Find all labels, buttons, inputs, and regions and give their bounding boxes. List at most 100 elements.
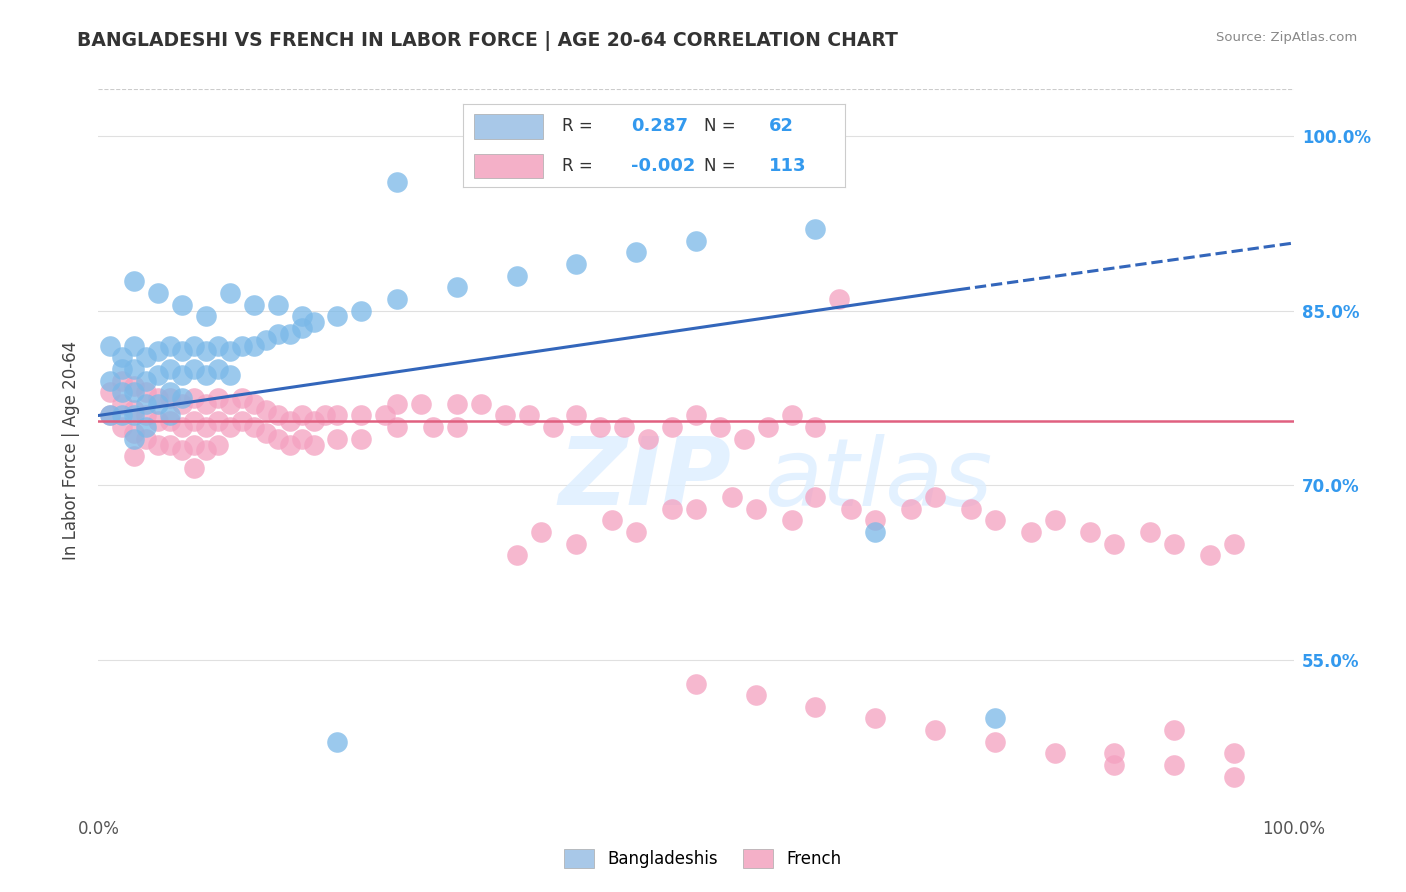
Point: [721, 490, 744, 504]
Point: [385, 397, 409, 411]
Point: [494, 409, 516, 423]
Point: [111, 397, 134, 411]
Point: [984, 735, 1007, 749]
Point: [159, 437, 181, 451]
Point: [780, 513, 803, 527]
Text: Source: ZipAtlas.com: Source: ZipAtlas.com: [1216, 31, 1357, 45]
Point: [385, 420, 409, 434]
Point: [135, 432, 157, 446]
Point: [124, 402, 146, 417]
Point: [315, 409, 337, 423]
Point: [124, 275, 146, 289]
Point: [135, 409, 157, 423]
Point: [326, 409, 349, 423]
Point: [111, 420, 134, 434]
Point: [98, 374, 122, 388]
Point: [804, 490, 827, 504]
Point: [172, 397, 194, 411]
Point: [733, 432, 755, 446]
Point: [350, 409, 373, 423]
Point: [219, 397, 242, 411]
Text: atlas: atlas: [763, 434, 993, 524]
Point: [159, 391, 181, 405]
Point: [135, 374, 157, 388]
Point: [446, 280, 468, 294]
Point: [685, 409, 707, 423]
Point: [183, 338, 205, 352]
Point: [637, 432, 659, 446]
Point: [565, 537, 588, 551]
Point: [124, 409, 146, 423]
Point: [148, 414, 170, 428]
Point: [172, 344, 194, 359]
Point: [267, 326, 290, 341]
Point: [685, 501, 707, 516]
Point: [111, 385, 134, 400]
Point: [506, 549, 529, 563]
Point: [530, 524, 553, 539]
Point: [135, 385, 157, 400]
Point: [326, 432, 349, 446]
Point: [231, 391, 253, 405]
Point: [661, 501, 683, 516]
Text: BANGLADESHI VS FRENCH IN LABOR FORCE | AGE 20-64 CORRELATION CHART: BANGLADESHI VS FRENCH IN LABOR FORCE | A…: [77, 31, 898, 51]
Point: [1043, 513, 1066, 527]
Point: [709, 420, 731, 434]
Point: [219, 286, 242, 301]
Point: [219, 344, 242, 359]
Point: [148, 286, 170, 301]
Point: [565, 257, 588, 271]
Point: [1104, 537, 1126, 551]
Point: [626, 524, 648, 539]
Point: [183, 461, 205, 475]
Point: [900, 501, 922, 516]
Point: [172, 298, 194, 312]
Point: [278, 437, 301, 451]
Point: [1163, 537, 1185, 551]
Point: [207, 414, 229, 428]
Point: [865, 513, 887, 527]
Point: [589, 420, 612, 434]
Point: [804, 699, 827, 714]
Point: [1223, 770, 1246, 784]
Point: [1163, 723, 1185, 738]
Point: [745, 688, 768, 702]
Point: [254, 425, 277, 440]
Point: [302, 437, 325, 451]
Point: [291, 432, 314, 446]
Point: [661, 420, 683, 434]
Point: [195, 420, 218, 434]
Point: [602, 513, 624, 527]
Point: [124, 432, 146, 446]
Point: [865, 711, 887, 725]
Point: [291, 310, 314, 324]
Point: [1223, 537, 1246, 551]
Point: [541, 420, 564, 434]
Point: [685, 234, 707, 248]
Point: [302, 414, 325, 428]
Point: [148, 368, 170, 382]
Point: [148, 391, 170, 405]
Point: [1139, 524, 1161, 539]
Point: [243, 420, 266, 434]
Point: [243, 298, 266, 312]
Point: [374, 409, 396, 423]
Y-axis label: In Labor Force | Age 20-64: In Labor Force | Age 20-64: [62, 341, 80, 560]
Point: [506, 268, 529, 283]
Point: [231, 338, 253, 352]
Point: [172, 391, 194, 405]
Point: [804, 222, 827, 236]
Point: [745, 501, 768, 516]
Point: [470, 397, 492, 411]
Point: [135, 397, 157, 411]
Point: [135, 350, 157, 364]
Point: [148, 437, 170, 451]
Point: [111, 350, 134, 364]
Point: [350, 303, 373, 318]
Point: [124, 379, 146, 393]
Point: [267, 432, 290, 446]
Point: [302, 315, 325, 329]
Point: [278, 326, 301, 341]
Point: [350, 432, 373, 446]
Point: [98, 338, 122, 352]
